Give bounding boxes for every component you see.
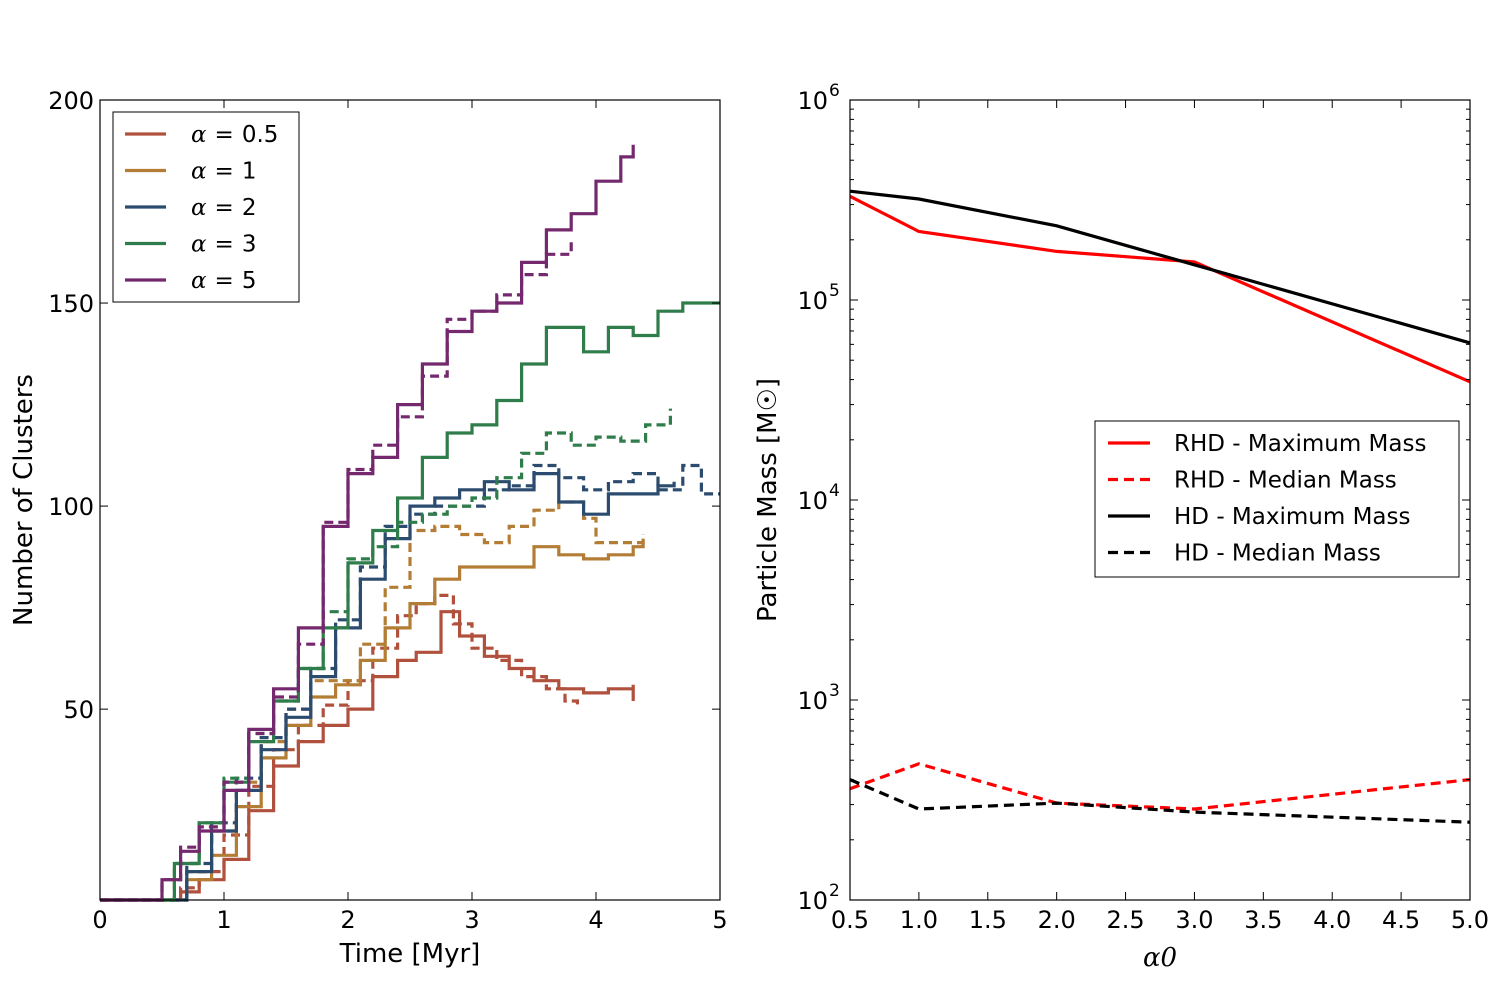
left-legend-label: α = 2 xyxy=(191,195,256,221)
right-xtick-label: 2.5 xyxy=(1106,906,1144,934)
left-plot-lines xyxy=(100,144,720,902)
right-ytick-exponent: 3 xyxy=(829,681,840,701)
left-ylabel: Number of Clusters xyxy=(9,374,39,626)
right-legend-label: HD - Median Mass xyxy=(1174,541,1381,567)
left-legend-label: α = 0.5 xyxy=(191,122,278,148)
left-xtick-label: 4 xyxy=(588,906,603,934)
right-xtick-label: 4.0 xyxy=(1313,906,1351,934)
left-xtick-label: 2 xyxy=(340,906,355,934)
left-ytick-label: 150 xyxy=(48,290,94,318)
right-xlabel-text: α0 xyxy=(1143,943,1177,973)
left-ytick-label: 200 xyxy=(48,87,94,115)
right-ytick-label: 10 xyxy=(797,287,828,315)
left-series-3-dashed-line xyxy=(100,408,672,902)
left-series-2-solid-line xyxy=(100,472,676,902)
right-ytick-exponent: 2 xyxy=(829,881,840,901)
right-legend: RHD - Maximum Mass RHD - Median Mass HD - … xyxy=(1094,420,1460,578)
legend-alpha-symbol: α xyxy=(191,268,207,294)
left-legend-label: α = 1 xyxy=(191,159,256,185)
legend-alpha-symbol: α xyxy=(191,232,207,258)
legend-alpha-symbol: α xyxy=(191,195,207,221)
legend-equals: = xyxy=(215,232,234,258)
right-legend-entries: RHD - Maximum Mass RHD - Median Mass HD - … xyxy=(1108,431,1426,567)
right-xlabel: α0 xyxy=(1143,943,1177,973)
legend-alpha-value: 3 xyxy=(242,232,257,258)
left-xlabel: Time [Myr] xyxy=(339,939,481,969)
left-ytick-label: 50 xyxy=(63,696,94,724)
legend-alpha-symbol: α xyxy=(191,122,207,148)
right-series-1-line xyxy=(849,762,1471,811)
left-ytick-label: 100 xyxy=(48,493,94,521)
right-panel: 0.5 1.0 1.5 2.0 2.5 3.0 3.5 4.0 4.5 5.010 210 310 41… xyxy=(753,81,1489,973)
right-ylabel: Particle Mass [M☉] xyxy=(753,378,783,622)
left-xtick-label: 5 xyxy=(712,906,727,934)
left-series-4-dashed-line xyxy=(100,242,573,902)
legend-alpha-value: 5 xyxy=(242,268,257,294)
legend-alpha-value: 1 xyxy=(242,159,257,185)
right-legend-label: HD - Maximum Mass xyxy=(1174,504,1410,530)
right-ytick-exponent: 5 xyxy=(829,281,840,301)
left-series-4-solid-line xyxy=(100,144,635,902)
right-series-2-line xyxy=(849,189,1471,345)
left-axes-frame xyxy=(99,99,721,901)
legend-alpha-symbol: α xyxy=(191,159,207,185)
right-series-3-line xyxy=(849,778,1471,824)
right-xtick-label: 2.0 xyxy=(1038,906,1076,934)
left-ticks: 0 1 2 3 4 5 50 100 150 200 xyxy=(48,87,727,934)
left-panel: 0 1 2 3 4 5 50 100 150 200 Time [Myr] Number of C… xyxy=(9,87,728,969)
left-legend-label: α = 3 xyxy=(191,232,256,258)
right-ytick-label: 10 xyxy=(797,887,828,915)
left-xtick-label: 0 xyxy=(92,906,107,934)
left-series-3-solid-line xyxy=(100,301,720,902)
left-legend-entries: α = 0.5 α = 1 α = 2 α = 3 α = 5 xyxy=(125,122,278,294)
right-legend-label: RHD - Maximum Mass xyxy=(1174,431,1426,457)
legend-equals: = xyxy=(215,195,234,221)
legend-equals: = xyxy=(215,122,234,148)
right-xtick-label: 5.0 xyxy=(1451,906,1489,934)
right-xtick-label: 1.5 xyxy=(969,906,1007,934)
right-ytick-exponent: 4 xyxy=(829,481,840,501)
right-ytick-exponent: 6 xyxy=(829,81,840,101)
right-ticks: 0.5 1.0 1.5 2.0 2.5 3.0 3.5 4.0 4.5 5.010 210 310 41… xyxy=(797,81,1489,934)
left-xtick-label: 3 xyxy=(464,906,479,934)
right-xtick-label: 3.0 xyxy=(1175,906,1213,934)
left-legend: α = 0.5 α = 1 α = 2 α = 3 α = 5 xyxy=(112,111,300,303)
left-series-0-solid-line xyxy=(100,610,635,902)
right-legend-label: RHD - Median Mass xyxy=(1174,468,1397,494)
right-series-0-line xyxy=(849,194,1471,384)
right-xtick-label: 0.5 xyxy=(831,906,869,934)
right-plot-lines xyxy=(849,189,1471,824)
legend-equals: = xyxy=(215,268,234,294)
left-xtick-label: 1 xyxy=(216,906,231,934)
legend-equals: = xyxy=(215,159,234,185)
right-xtick-label: 4.5 xyxy=(1382,906,1420,934)
legend-alpha-value: 0.5 xyxy=(242,122,279,148)
legend-alpha-value: 2 xyxy=(242,195,257,221)
right-ytick-label: 10 xyxy=(797,687,828,715)
right-xtick-label: 1.0 xyxy=(900,906,938,934)
left-series-0-dashed-line xyxy=(100,593,579,902)
left-legend-label: α = 5 xyxy=(191,268,256,294)
right-legend-box xyxy=(1094,420,1460,578)
right-xtick-label: 3.5 xyxy=(1244,906,1282,934)
right-ytick-label: 10 xyxy=(797,487,828,515)
right-ytick-label: 10 xyxy=(797,87,828,115)
